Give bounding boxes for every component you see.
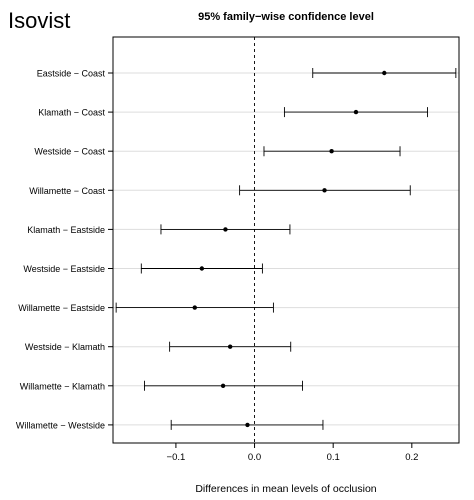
comparison-label: Klamath − Coast: [38, 108, 105, 118]
x-tick-label: −0.1: [167, 452, 186, 463]
x-tick-label: 0.0: [248, 452, 261, 463]
x-axis-label: Differences in mean levels of occlusion: [195, 483, 376, 495]
comparison-label: Westside − Klamath: [25, 342, 105, 352]
estimate-point: [227, 344, 233, 349]
comparison-label: Klamath − Eastside: [27, 225, 105, 235]
comparison-label: Willamette − Coast: [29, 186, 105, 196]
comparison-label: Westside − Eastside: [23, 264, 105, 274]
comparison-label: Willamette − Klamath: [20, 381, 105, 391]
estimate-point: [382, 70, 387, 76]
x-tick-label: 0.2: [405, 452, 418, 463]
estimate-point: [223, 227, 228, 232]
x-tick-label: 0.1: [327, 452, 340, 463]
chart-title: 95% family−wise confidence level: [198, 11, 374, 23]
comparison-labels: Eastside − Coast Klamath − Coast Westside …: [16, 69, 113, 430]
plot-frame: [112, 36, 460, 444]
estimate-point: [199, 266, 205, 271]
comparison-label: Westside − Coast: [34, 147, 105, 157]
comparison-label: Eastside − Coast: [37, 69, 106, 79]
grid-lines: [113, 72, 459, 426]
estimate-point: [192, 305, 197, 310]
estimate-point: [329, 149, 334, 154]
estimate-point: [245, 422, 250, 428]
interval-group: [115, 68, 457, 430]
estimate-point: [322, 188, 327, 193]
comparison-label: Willamette − Eastside: [18, 303, 105, 313]
x-axis: −0.1 0.0 0.1 0.2: [167, 443, 418, 463]
panel-label: Isovist: [8, 8, 71, 33]
comparison-label: Willamette − Westside: [16, 420, 105, 430]
estimate-point: [353, 109, 359, 115]
estimate-point: [220, 383, 226, 388]
